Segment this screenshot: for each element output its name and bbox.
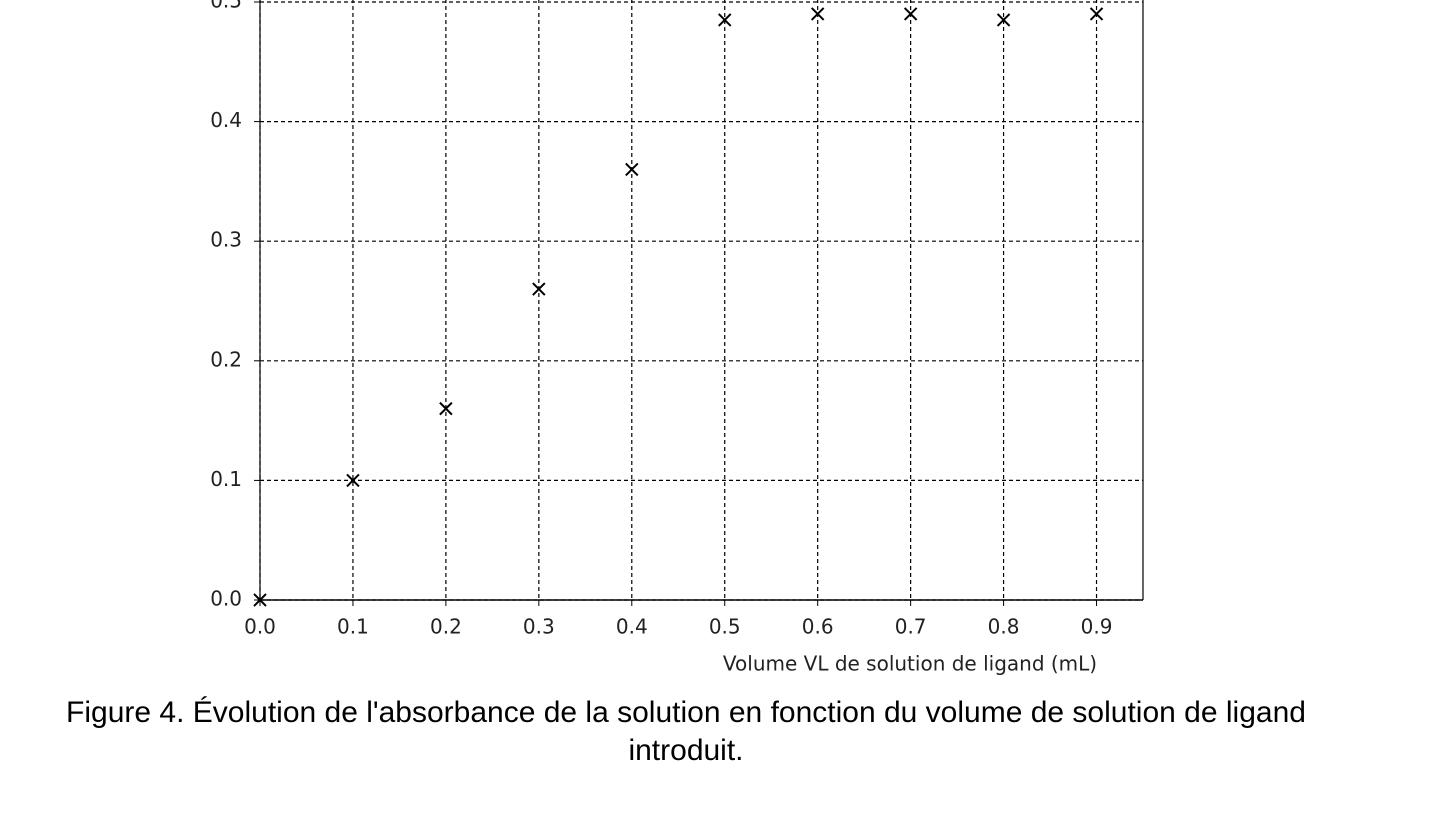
point [532,282,546,296]
x-tick-label: 0.6 [802,615,834,639]
y-tick-label: 0.4 [210,108,242,132]
y-tick-label: 0.1 [210,467,242,491]
point [439,401,453,416]
x-tick-label: 0.0 [244,615,276,639]
point [810,7,825,21]
point [996,13,1011,27]
x-tick-label: 0.2 [430,615,462,639]
point [718,13,732,27]
x-tick-label: 0.5 [709,615,741,639]
point [625,162,639,177]
figure-caption: Figure 4. Évolution de l'absorbance de l… [66,696,1306,767]
point [1089,7,1104,21]
x-tick-label: 0.3 [523,615,555,639]
y-tick-label: 0.3 [210,228,242,252]
x-tick-label: 0.9 [1081,615,1113,639]
x-tick-label: 0.7 [895,615,927,639]
y-tick-label: 0.2 [210,347,242,371]
x-tick-label: 0.1 [337,615,369,639]
point [903,7,918,21]
y-tick-label: 0.0 [210,587,242,611]
point [346,473,360,488]
x-tick-label: 0.8 [988,615,1020,639]
x-axis-label: Volume VL de solution de ligand (mL) [723,652,1097,676]
point [253,593,267,607]
y-tick-label: 0.5 [210,0,242,13]
x-tick-label: 0.4 [616,615,648,639]
chart: Volume VL de solution de ligand (mL) 0.0… [210,0,1144,676]
